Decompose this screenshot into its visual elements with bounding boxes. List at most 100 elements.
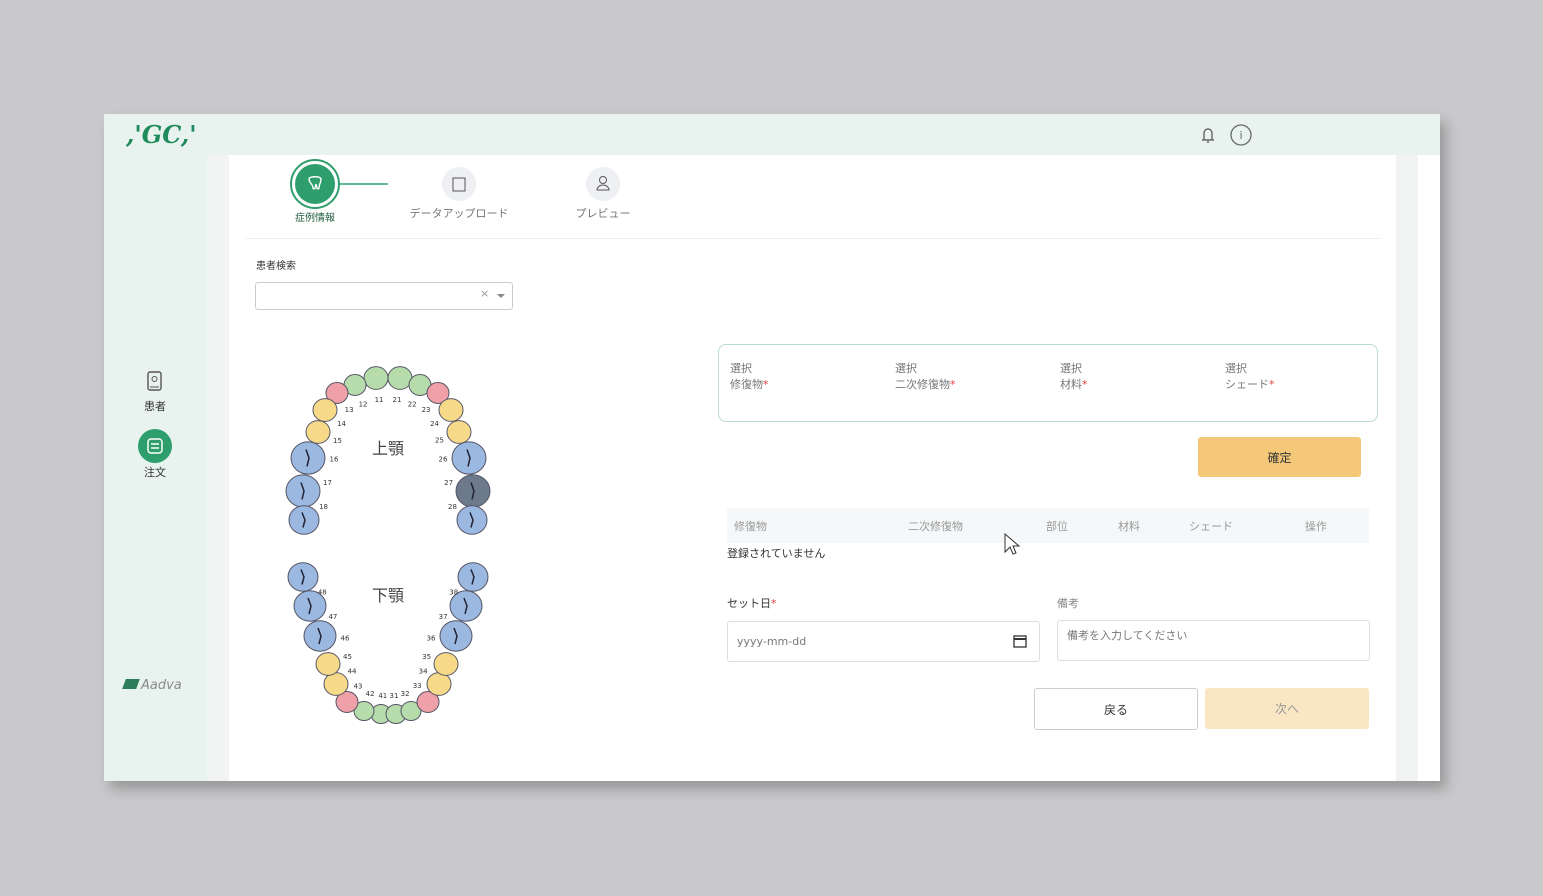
tooth-number: 28 xyxy=(448,503,457,511)
select-field[interactable]: 修復物* xyxy=(730,376,769,392)
tooth[interactable] xyxy=(305,420,331,444)
step-label: データアップロード xyxy=(409,207,509,220)
tooth-number: 11 xyxy=(375,396,384,404)
tooth[interactable] xyxy=(449,590,483,622)
tooth[interactable] xyxy=(455,474,491,508)
select-field[interactable]: 材料* xyxy=(1060,376,1088,392)
tooth[interactable] xyxy=(433,652,459,676)
tooth[interactable] xyxy=(293,590,327,622)
table-header-cell: 材料 xyxy=(1118,520,1140,533)
tooth[interactable] xyxy=(439,620,473,652)
tooth-groove xyxy=(307,597,312,615)
bell-icon[interactable] xyxy=(1202,128,1214,143)
tooth-number: 34 xyxy=(419,667,428,675)
patient-icon[interactable] xyxy=(140,367,170,397)
sidebar-item[interactable]: 注文 xyxy=(144,466,166,479)
tooth[interactable] xyxy=(400,701,422,721)
tooth[interactable] xyxy=(290,441,326,475)
select-prefix: 選択 xyxy=(730,362,752,375)
tooth-number: 27 xyxy=(444,479,453,487)
tooth-groove xyxy=(305,449,310,467)
field-text: * xyxy=(763,378,769,391)
tooth-number: 15 xyxy=(333,437,342,445)
set-date-input[interactable] xyxy=(727,621,1040,662)
tooth[interactable] xyxy=(335,691,359,713)
tooth-groove xyxy=(300,482,305,500)
tooth-number: 35 xyxy=(422,653,431,661)
step-active[interactable] xyxy=(295,164,335,204)
tooth-number: 38 xyxy=(449,588,458,596)
tooth-groove xyxy=(463,597,468,615)
tooth[interactable] xyxy=(438,398,464,422)
field-text: 二次修復物 xyxy=(895,378,950,391)
info-icon[interactable] xyxy=(1230,124,1252,146)
select-prefix: 選択 xyxy=(1060,362,1082,375)
tooth[interactable] xyxy=(303,620,337,652)
tooth[interactable] xyxy=(285,474,321,508)
tooth-groove xyxy=(470,482,475,500)
tooth-number: 12 xyxy=(359,400,368,408)
tooth-number: 21 xyxy=(392,396,401,404)
tooth-groove xyxy=(466,449,471,467)
calendar-icon[interactable] xyxy=(1013,634,1027,648)
tooth[interactable] xyxy=(387,366,413,390)
step-label: 症例情報 xyxy=(295,213,335,224)
content-gutter xyxy=(207,155,229,781)
lower-jaw-label: 下顎 xyxy=(372,586,404,605)
cursor xyxy=(1004,533,1020,555)
tooth-number: 16 xyxy=(330,456,339,464)
selection-panel xyxy=(718,344,1378,422)
tooth[interactable] xyxy=(363,366,389,390)
tooth-number: 41 xyxy=(378,692,387,700)
tooth[interactable] xyxy=(323,672,349,696)
select-field[interactable]: 二次修復物* xyxy=(895,376,956,392)
tooth-groove xyxy=(469,512,474,528)
table-header-cell: 修復物 xyxy=(734,520,767,533)
date-placeholder: yyyy-mm-dd xyxy=(737,635,807,648)
tooth-number: 36 xyxy=(427,634,436,642)
step[interactable] xyxy=(442,167,476,201)
tooth-number: 33 xyxy=(413,682,422,690)
back-button[interactable]: 戻る xyxy=(1034,688,1198,730)
note-input[interactable] xyxy=(1057,620,1370,661)
tooth-number: 44 xyxy=(348,667,357,675)
tooth[interactable] xyxy=(353,701,375,721)
tooth-groove xyxy=(453,627,458,645)
upper-jaw-label: 上顎 xyxy=(372,439,404,458)
select-field[interactable]: シェード* xyxy=(1225,376,1275,392)
sidebar-item[interactable]: 患者 xyxy=(144,400,166,413)
dropdown-arrow[interactable] xyxy=(496,292,506,300)
tooth[interactable] xyxy=(312,398,338,422)
table-header xyxy=(727,508,1369,543)
tooth[interactable] xyxy=(315,652,341,676)
clear-button[interactable]: × xyxy=(480,287,490,300)
field-text: 修復物 xyxy=(730,378,763,391)
tooth-number: 42 xyxy=(366,690,375,698)
next-button[interactable]: 次へ xyxy=(1205,688,1369,729)
tooth-groove xyxy=(301,512,306,528)
tooth[interactable] xyxy=(451,441,487,475)
field-text: シェード xyxy=(1225,378,1269,391)
tooth[interactable] xyxy=(288,505,320,535)
tooth[interactable] xyxy=(416,691,440,713)
tooth-number: 17 xyxy=(323,479,332,487)
patient-select[interactable] xyxy=(255,282,513,310)
confirm-button[interactable]: 確定 xyxy=(1198,437,1361,477)
tooth-number: 32 xyxy=(401,690,410,698)
tooth[interactable] xyxy=(446,420,472,444)
tooth-number: 37 xyxy=(439,613,448,621)
tooth-number: 13 xyxy=(345,406,354,414)
tooth-number: 45 xyxy=(343,653,352,661)
tooth[interactable] xyxy=(456,505,488,535)
note-label: 備考 xyxy=(1057,597,1079,610)
tooth[interactable] xyxy=(325,382,349,404)
tooth[interactable] xyxy=(426,382,450,404)
header xyxy=(104,114,1440,155)
sidebar xyxy=(104,155,207,781)
tooth[interactable] xyxy=(426,672,452,696)
tooth-number: 48 xyxy=(318,588,327,596)
tooth[interactable] xyxy=(287,562,319,592)
table-header-cell: シェード xyxy=(1189,520,1233,533)
order-icon[interactable] xyxy=(137,428,173,464)
tooth[interactable] xyxy=(457,562,489,592)
